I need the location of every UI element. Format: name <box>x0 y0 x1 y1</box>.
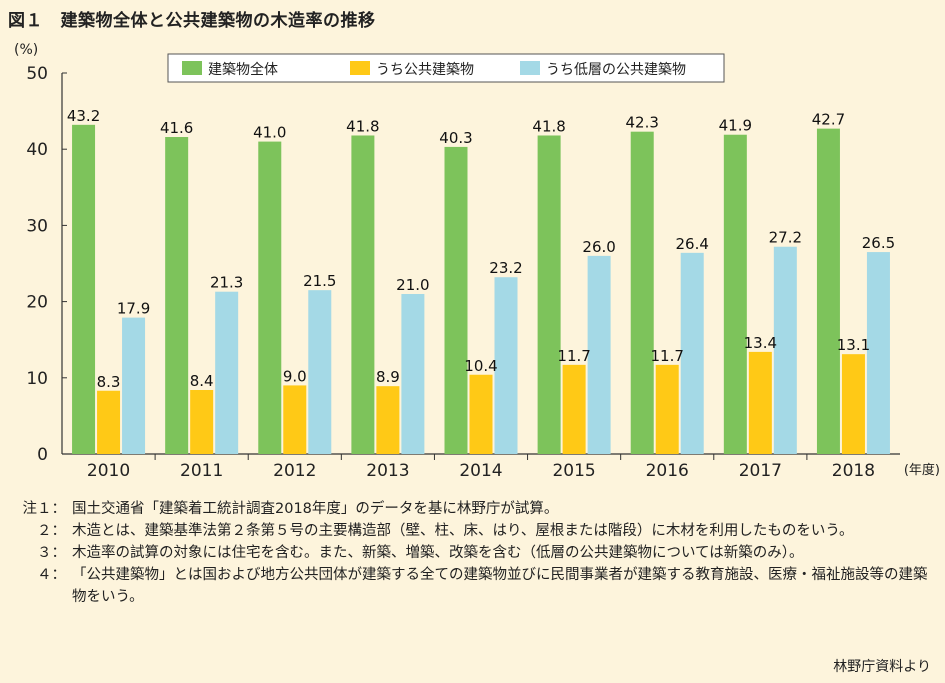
data-label: 21.5 <box>303 272 336 290</box>
bar-total <box>723 134 747 455</box>
data-label: 21.0 <box>396 276 429 294</box>
y-axis-unit: (%) <box>14 42 38 58</box>
bar-total <box>630 131 654 454</box>
x-tick-label: 2011 <box>180 461 223 481</box>
data-label: 41.0 <box>253 124 286 142</box>
bar-lowrise-public <box>866 252 890 454</box>
bar-public <box>97 390 121 454</box>
data-label: 8.4 <box>190 372 214 390</box>
chart-axes: 0 10 20 30 40 50 (%) 2010 2011 2012 2013 2014 2015 20… <box>14 42 940 481</box>
note-text: 木造とは、建築基準法第２条第５号の主要構造部（壁、柱、床、はり、屋根または階段）… <box>72 523 854 539</box>
x-tick-label: 2015 <box>552 461 595 481</box>
legend-swatch <box>182 61 202 75</box>
bar-public <box>469 374 493 454</box>
data-label: 26.0 <box>582 238 615 256</box>
legend-label: 建築物全体 <box>208 61 278 78</box>
note-prefix: ４： <box>37 567 66 583</box>
data-label: 26.4 <box>676 235 709 253</box>
x-tick-label: 2016 <box>646 461 689 481</box>
y-tick-label: 40 <box>26 140 48 160</box>
data-label: 11.7 <box>651 347 684 365</box>
x-tick-label: 2014 <box>459 461 502 481</box>
bar-total <box>165 137 189 454</box>
note-3: ３： 木造率の試算の対象には住宅を含む。また、新築、増築、改築を含む（低層の公共… <box>22 542 932 564</box>
bar-total <box>258 141 282 454</box>
figure-title: 図１ 建築物全体と公共建築物の木造率の推移 <box>8 11 376 31</box>
data-label: 42.7 <box>812 111 845 129</box>
legend-swatch <box>350 61 370 75</box>
data-label: 40.3 <box>439 129 472 147</box>
bar-total <box>72 124 96 454</box>
bar-lowrise-public <box>680 252 704 454</box>
data-label: 41.6 <box>160 119 193 137</box>
bar-total <box>444 146 468 454</box>
note-text: 「公共建築物」とは国および地方公共団体が建築する全ての建築物並びに民間事業者が建… <box>72 567 928 605</box>
x-tick-label: 2013 <box>366 461 409 481</box>
bar-total <box>351 135 375 454</box>
bar-public <box>562 364 586 454</box>
bar-lowrise-public <box>773 246 797 454</box>
x-tick-label: 2018 <box>832 461 875 481</box>
bar-public <box>376 386 400 454</box>
data-label: 42.3 <box>626 114 659 132</box>
y-tick-label: 20 <box>26 293 48 313</box>
bar-lowrise-public <box>122 317 146 454</box>
note-4: ４： 「公共建築物」とは国および地方公共団体が建築する全ての建築物並びに民間事業… <box>22 564 932 608</box>
bar-public <box>748 351 772 454</box>
note-text: 木造率の試算の対象には住宅を含む。また、新築、増築、改築を含む（低層の公共建築物… <box>72 545 804 561</box>
y-tick-label: 50 <box>26 64 48 84</box>
legend-label: うち低層の公共建築物 <box>546 62 686 78</box>
bar-total <box>537 135 561 454</box>
note-1: 注１： 国土交通省「建築着工統計調査2018年度」のデータを基に林野庁が試算。 <box>22 498 932 520</box>
data-label: 11.7 <box>557 347 590 365</box>
data-label: 8.3 <box>97 373 121 391</box>
data-label: 9.0 <box>283 367 307 385</box>
y-tick-label: 10 <box>26 369 48 389</box>
data-label: 10.4 <box>464 357 497 375</box>
data-label: 41.8 <box>532 117 565 135</box>
legend-box <box>167 53 725 83</box>
data-label: 17.9 <box>117 300 150 318</box>
chart-bars <box>72 124 890 455</box>
note-prefix: ３： <box>37 545 66 561</box>
data-label: 41.9 <box>719 117 752 135</box>
bar-chart: 0 10 20 30 40 50 (%) 2010 2011 2012 2013 2014 2015 20… <box>14 42 940 481</box>
bar-public <box>190 389 214 454</box>
bar-public <box>841 354 865 454</box>
x-tick-label: 2017 <box>739 461 782 481</box>
note-text: 国土交通省「建築着工統計調査2018年度」のデータを基に林野庁が試算。 <box>72 501 559 517</box>
data-label: 27.2 <box>769 229 802 247</box>
data-label: 13.1 <box>837 336 870 354</box>
y-tick-label: 30 <box>26 216 48 236</box>
data-label: 43.2 <box>67 107 100 125</box>
bar-lowrise-public <box>401 293 425 454</box>
bar-lowrise-public <box>308 290 332 454</box>
data-label: 23.2 <box>489 259 522 277</box>
data-label: 21.3 <box>210 274 243 292</box>
bar-lowrise-public <box>215 291 239 454</box>
bar-lowrise-public <box>494 277 518 454</box>
data-label: 26.5 <box>862 234 895 252</box>
data-label: 8.9 <box>376 368 400 386</box>
x-tick-label: 2010 <box>87 461 130 481</box>
note-prefix: ２： <box>37 523 66 539</box>
bar-lowrise-public <box>587 255 611 454</box>
note-prefix: 注１： <box>22 501 67 517</box>
data-label: 13.4 <box>744 334 777 352</box>
chart-legend: 建築物全体 うち公共建築物 うち低層の公共建築物 <box>167 53 725 83</box>
legend-label: うち公共建築物 <box>376 62 474 78</box>
y-tick-label: 0 <box>37 445 48 465</box>
data-label: 41.8 <box>346 117 379 135</box>
bar-public <box>283 385 307 454</box>
notes-section: 注１： 国土交通省「建築着工統計調査2018年度」のデータを基に林野庁が試算。 … <box>22 498 932 608</box>
bar-total <box>816 128 840 454</box>
legend-swatch <box>520 61 540 75</box>
chart-labels: 43.2 8.3 17.9 41.6 8.4 21.3 41.0 9.0 21.5 41.8 8.9… <box>67 107 895 391</box>
note-2: ２： 木造とは、建築基準法第２条第５号の主要構造部（壁、柱、床、はり、屋根または… <box>22 520 932 542</box>
x-tick-label: 2012 <box>273 461 316 481</box>
x-axis-unit: (年度) <box>904 462 940 478</box>
source-credit: 林野庁資料より <box>833 659 931 675</box>
bar-public <box>655 364 679 454</box>
